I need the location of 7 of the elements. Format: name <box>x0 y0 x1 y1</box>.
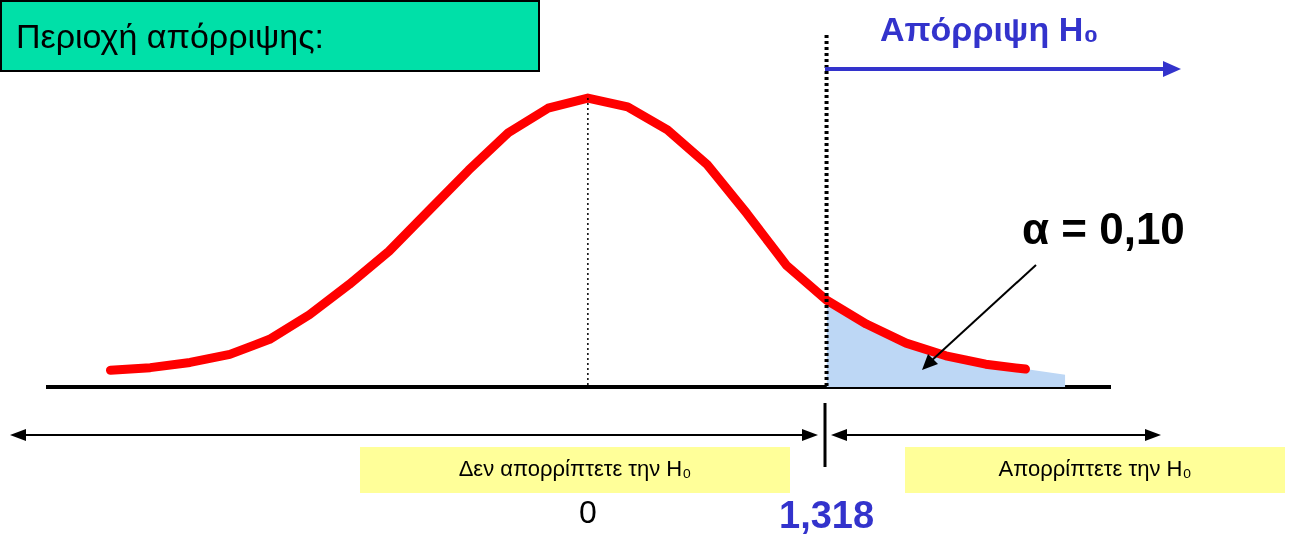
annotation: α = 0,10 <box>1022 204 1185 254</box>
text: Δεν απορρίπτετε την H₀ <box>458 456 692 482</box>
text: Απόρριψη H₀ <box>880 10 1099 49</box>
x-tick-label: 1,318 <box>779 494 875 537</box>
x-tick-label: 0 <box>578 494 597 531</box>
chart-title: Περιοχή απόρριψης: <box>0 0 540 72</box>
text: Απορρίπτετε την H₀ <box>998 456 1192 482</box>
